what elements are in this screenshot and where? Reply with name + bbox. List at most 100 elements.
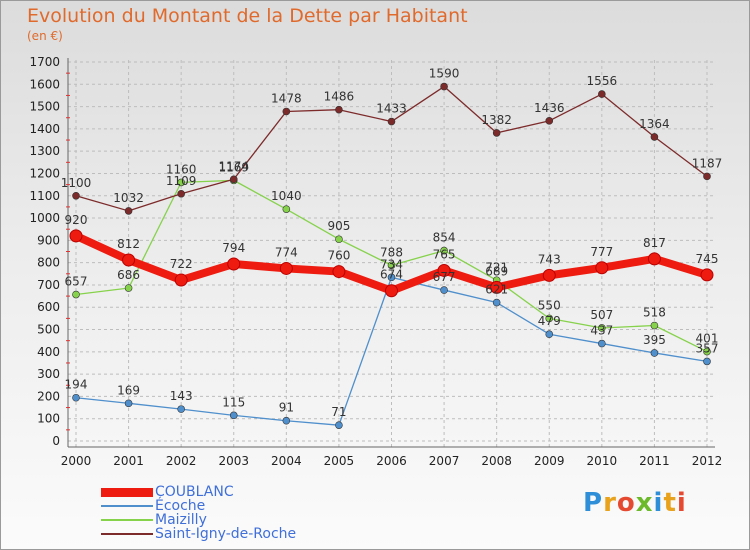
data-label: 734: [380, 257, 403, 271]
data-point: [490, 280, 504, 294]
data-point: [282, 107, 291, 116]
data-point: [598, 324, 606, 332]
data-point: [279, 261, 293, 275]
data-label: 1436: [534, 101, 565, 115]
y-tick-label: 900: [37, 233, 60, 247]
chart-subtitle: (en €): [27, 29, 63, 43]
y-tick-label: 200: [37, 389, 60, 403]
data-label: 812: [117, 237, 140, 251]
data-label: 1590: [429, 67, 460, 81]
data-label: 479: [538, 314, 561, 328]
data-label: 1364: [639, 117, 670, 131]
x-tick-label: 2012: [692, 454, 723, 468]
y-tick-label: 1500: [29, 100, 60, 114]
data-point: [703, 172, 711, 181]
data-point: [650, 321, 659, 330]
logo-letter: i: [676, 488, 687, 518]
y-tick-label: 500: [37, 323, 60, 337]
y-tick-label: 400: [37, 345, 60, 359]
data-point: [385, 284, 398, 298]
x-tick-label: 2003: [218, 454, 249, 468]
y-tick-label: 800: [37, 256, 60, 270]
data-point: [647, 252, 661, 266]
data-label: 437: [590, 324, 613, 338]
data-point: [177, 178, 185, 187]
legend-label: Saint-Igny-de-Roche: [155, 526, 297, 542]
x-tick-label: 2001: [113, 454, 144, 468]
legend-label: Maizilly: [155, 512, 207, 528]
data-label: 1032: [113, 191, 144, 205]
data-point: [545, 330, 554, 339]
legend-swatch: [101, 519, 153, 521]
data-label: 518: [643, 306, 666, 320]
data-label: 674: [380, 268, 403, 282]
x-tick-label: 2009: [534, 454, 565, 468]
data-label: 401: [696, 332, 719, 346]
data-label: 621: [485, 283, 508, 297]
y-tick-label: 1600: [29, 77, 60, 91]
data-point: [545, 314, 554, 323]
y-tick-label: 1200: [29, 166, 60, 180]
y-tick-label: 700: [37, 278, 60, 292]
logo-letter: x: [635, 488, 654, 518]
data-point: [72, 393, 80, 402]
data-point: [124, 207, 133, 215]
data-point: [387, 261, 396, 270]
data-label: 194: [65, 378, 88, 392]
legend-swatch: [101, 533, 153, 535]
data-label: 507: [590, 308, 613, 322]
data-label: 143: [170, 389, 193, 403]
data-label: 905: [327, 219, 350, 233]
data-point: [440, 286, 448, 294]
data-label: 1169: [218, 160, 249, 174]
data-point: [492, 298, 501, 307]
data-label: 1478: [271, 91, 302, 105]
data-label: 395: [643, 333, 666, 347]
data-label: 920: [65, 213, 88, 227]
data-label: 1040: [271, 189, 302, 203]
proxiti-logo: Proxiti: [583, 488, 687, 518]
data-point: [437, 263, 451, 277]
x-tick-label: 2007: [429, 454, 460, 468]
data-label: 550: [538, 298, 561, 312]
logo-letter: o: [616, 488, 636, 518]
legend-swatch: [101, 488, 153, 497]
data-label: 1382: [481, 113, 512, 127]
data-point: [545, 117, 554, 125]
data-point: [542, 268, 556, 282]
data-label: 686: [117, 268, 140, 282]
data-point: [282, 416, 291, 425]
x-tick-label: 2011: [639, 454, 670, 468]
x-tick-label: 2008: [481, 454, 512, 468]
data-label: 745: [696, 252, 719, 266]
data-label: 722: [170, 257, 193, 271]
y-tick-label: 1700: [29, 55, 60, 69]
data-point: [650, 133, 659, 141]
data-point: [124, 399, 133, 408]
data-point: [387, 273, 396, 282]
logo-letter: r: [603, 488, 617, 518]
legend-label: COUBLANC: [155, 484, 234, 500]
data-point: [332, 265, 346, 279]
data-point: [174, 273, 188, 287]
data-label: 817: [643, 236, 666, 250]
data-label: 677: [433, 270, 456, 284]
data-label: 774: [275, 245, 298, 259]
data-label: 1486: [324, 90, 355, 104]
data-point: [440, 82, 448, 91]
data-label: 1174: [218, 159, 249, 173]
y-tick-label: 1100: [29, 189, 60, 203]
data-point: [72, 290, 80, 299]
data-label: 854: [433, 231, 456, 245]
data-label: 357: [696, 341, 719, 355]
data-point: [387, 117, 396, 126]
data-label: 743: [538, 252, 561, 266]
logo-letter: t: [663, 488, 677, 518]
x-tick-label: 2010: [587, 454, 618, 468]
data-point: [229, 411, 238, 420]
legend-swatch: [101, 505, 153, 507]
x-tick-label: 2004: [271, 454, 302, 468]
data-point: [595, 261, 609, 275]
chart-title: Evolution du Montant de la Dette par Hab…: [27, 5, 468, 27]
